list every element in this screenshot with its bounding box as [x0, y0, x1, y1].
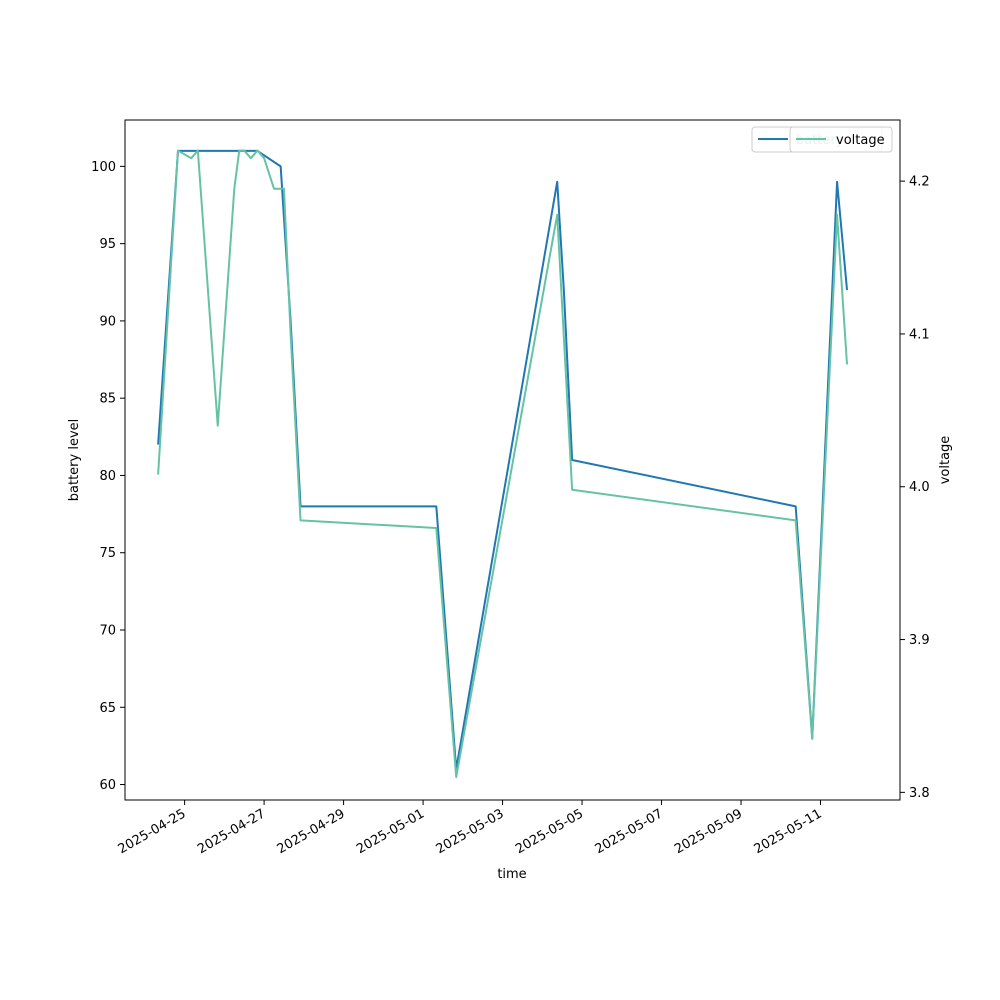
- series-line-voltage: [157, 149, 849, 779]
- legend-voltage-box: [789, 126, 893, 153]
- y-tick-label-4: 80: [99, 469, 116, 484]
- y-tick-label-7: 95: [99, 237, 116, 252]
- y-axis-label: battery level: [67, 419, 82, 502]
- y2-tick-label-2: 4.0: [909, 480, 930, 495]
- y-tick-label-1: 65: [99, 701, 116, 716]
- y2-tick-label-1: 3.9: [909, 633, 930, 648]
- plot-frame: [124, 119, 901, 801]
- y-tick-label-6: 90: [99, 314, 116, 329]
- y-tick-label-5: 85: [99, 392, 116, 407]
- y-tick-label-2: 70: [99, 624, 116, 639]
- legend-voltage: voltage: [789, 126, 893, 153]
- x-axis-label: time: [497, 867, 526, 882]
- series-layer: [157, 149, 849, 779]
- y-tick-label-0: 60: [99, 778, 116, 793]
- y-tick-label-3: 75: [99, 546, 116, 561]
- y-tick-label-8: 100: [91, 160, 116, 175]
- legend-voltage-label: voltage: [836, 133, 885, 148]
- y2-axis-label: voltage: [938, 436, 953, 485]
- y2-tick-label-0: 3.8: [909, 786, 930, 801]
- y2-tick-label-4: 4.2: [909, 175, 930, 190]
- y2-tick-label-3: 4.1: [909, 327, 930, 342]
